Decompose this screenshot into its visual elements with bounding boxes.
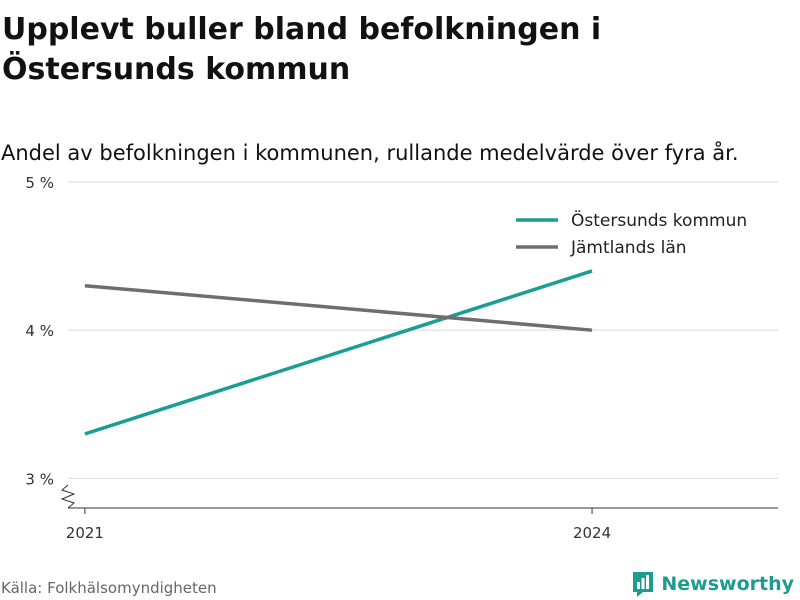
legend-label: Jämtlands län <box>570 238 687 258</box>
brand-name: Newsworthy <box>661 573 794 595</box>
grid-layer <box>68 181 778 479</box>
line-chart: 3 % 4 % 5 % 2021 2024 Östersunds kommun Jämtl… <box>25 174 778 542</box>
y-tick-label: 5 % <box>25 174 54 192</box>
series-layer <box>84 269 593 436</box>
x-tick-label: 2021 <box>66 524 104 542</box>
y-tick-label: 4 % <box>25 322 54 340</box>
y-tick-label: 3 % <box>25 470 54 488</box>
newsworthy-logo-icon <box>633 572 654 597</box>
chart-subtitle: Andel av befolkningen i kommunen, rullan… <box>1 141 739 165</box>
legend: Östersunds kommun Jämtlands län <box>516 209 747 258</box>
series-line <box>84 283 593 332</box>
x-tick-label: 2024 <box>573 524 611 542</box>
legend-label: Östersunds kommun <box>571 209 747 231</box>
series-line <box>84 269 593 436</box>
axis-break-icon <box>60 484 76 509</box>
chart-title: Upplevt buller bland befolkningen i Öste… <box>2 12 602 87</box>
brand-logo: Newsworthy <box>631 568 794 600</box>
axis-layer: 3 % 4 % 5 % 2021 2024 <box>25 174 778 542</box>
source-note: Källa: Folkhälsomyndigheten <box>1 579 217 597</box>
